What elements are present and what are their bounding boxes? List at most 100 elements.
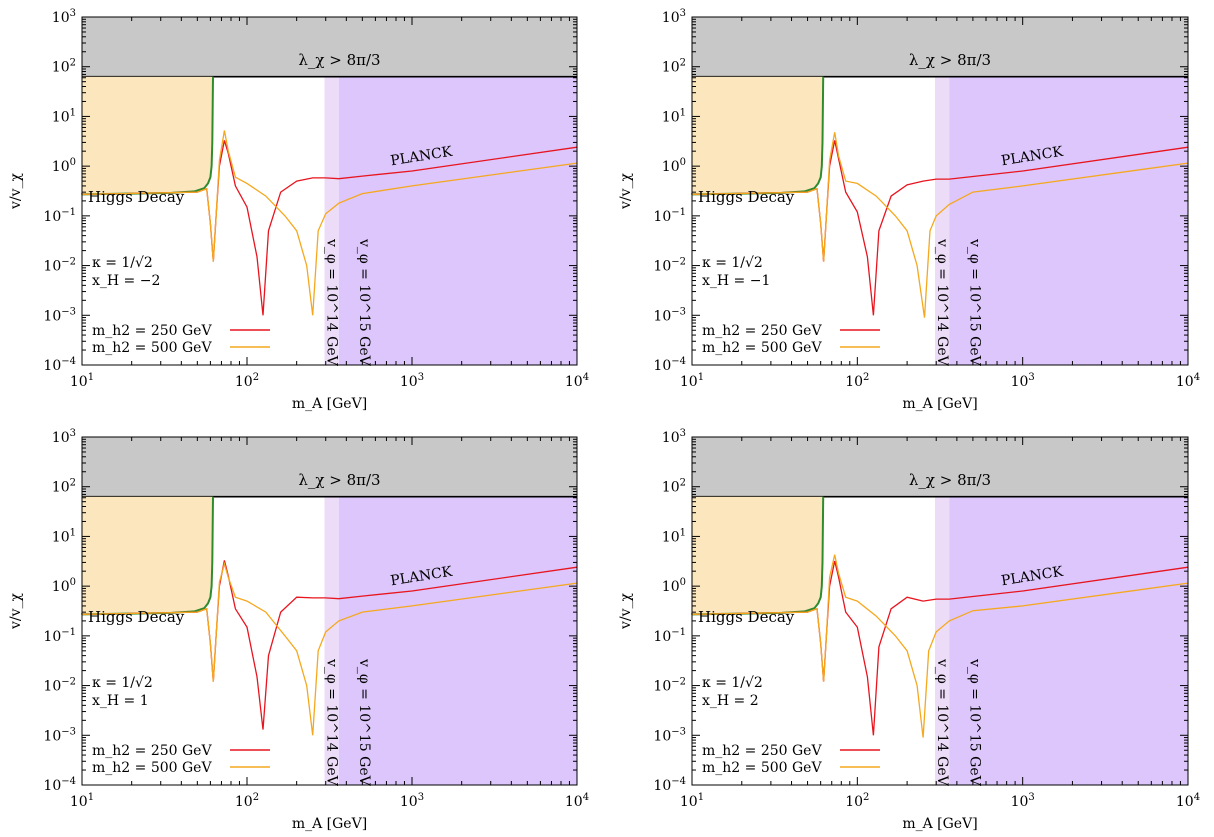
- higgs-decay-region: [692, 496, 824, 615]
- y-tick-label: 102: [662, 478, 686, 496]
- vphi-1e15-label: v_φ = 10^15 GeV: [356, 238, 372, 367]
- higgs-decay-region: [82, 496, 213, 615]
- x-tick-label: 101: [680, 792, 704, 810]
- kappa-label: κ = 1/√2: [92, 675, 153, 691]
- vphi-1e15-region: [949, 496, 1188, 785]
- plot-frame: [691, 436, 1189, 786]
- kappa-label: κ = 1/√2: [92, 255, 153, 271]
- x-axis-label: m_A [GeV]: [902, 396, 977, 412]
- chart-panel-2: 101 102 103 104 10−4 10−3 10−2 10−1 100 101 102 103…: [618, 8, 1200, 412]
- y-tick-label: 102: [52, 478, 76, 496]
- y-tick-label: 10−2: [653, 677, 686, 695]
- x-tick-label: 103: [400, 792, 424, 810]
- y-tick-label: 101: [52, 107, 76, 125]
- kappa-label: κ = 1/√2: [702, 255, 763, 271]
- perturbativity-label: λ_χ > 8π/3: [909, 471, 991, 489]
- series-line-500: [81, 130, 578, 316]
- y-tick-label: 10−3: [653, 306, 686, 324]
- xh-label: x_H = 2: [702, 693, 759, 709]
- y-tick-label: 103: [52, 428, 76, 446]
- legend-label-500: m_h2 = 500 GeV: [92, 760, 212, 776]
- y-tick-label: 100: [662, 577, 686, 595]
- plot-frame: [691, 16, 1189, 366]
- vphi-1e15-region: [338, 496, 577, 785]
- x-axis-label: m_A [GeV]: [902, 816, 977, 832]
- y-axis-label: v/v_χ: [618, 172, 634, 210]
- x-tick-label: 104: [1176, 372, 1200, 390]
- vphi-1e14-label: v_φ = 10^14 GeV: [324, 658, 340, 787]
- x-tick-label: 103: [1011, 792, 1035, 810]
- vphi-1e15-region: [949, 76, 1188, 365]
- y-tick-label: 102: [662, 58, 686, 76]
- legend-label-250: m_h2 = 250 GeV: [702, 743, 822, 759]
- perturbativity-region: [692, 437, 1188, 497]
- y-tick-label: 10−2: [653, 257, 686, 275]
- plot-frame: [81, 436, 578, 786]
- higgs-decay-label: Higgs Decay: [88, 188, 185, 206]
- y-axis-label: v/v_χ: [8, 592, 24, 630]
- perturbativity-label: λ_χ > 8π/3: [298, 471, 380, 489]
- x-tick-label: 103: [400, 372, 424, 390]
- x-tick-label: 104: [1176, 792, 1200, 810]
- x-tick-label: 102: [235, 372, 259, 390]
- x-axis-label: m_A [GeV]: [292, 396, 367, 412]
- series-line-500: [691, 132, 1189, 318]
- y-tick-label: 10−1: [653, 627, 686, 645]
- y-tick-label: 10−1: [43, 627, 76, 645]
- series-line-500: [691, 554, 1189, 738]
- x-axis-label: m_A [GeV]: [292, 816, 367, 832]
- legend-label-250: m_h2 = 250 GeV: [92, 323, 212, 339]
- perturbativity-region: [82, 437, 577, 497]
- y-axis-label: v/v_χ: [618, 592, 634, 630]
- x-tick-label: 104: [565, 372, 589, 390]
- perturbativity-label: λ_χ > 8π/3: [909, 51, 991, 69]
- plot-frame: [81, 16, 578, 366]
- y-tick-label: 103: [52, 8, 76, 26]
- legend-label-500: m_h2 = 500 GeV: [702, 340, 822, 356]
- y-tick-label: 10−4: [653, 356, 686, 374]
- vphi-1e14-region: [324, 496, 339, 785]
- xh-label: x_H = −1: [702, 273, 770, 289]
- perturbativity-label: λ_χ > 8π/3: [298, 51, 380, 69]
- y-tick-label: 101: [662, 527, 686, 545]
- vphi-1e14-label: v_φ = 10^14 GeV: [934, 238, 950, 367]
- y-tick-label: 10−4: [43, 776, 76, 794]
- x-tick-label: 103: [1011, 372, 1035, 390]
- vphi-1e14-label: v_φ = 10^14 GeV: [324, 238, 340, 367]
- higgs-decay-region: [82, 76, 213, 195]
- perturbativity-region: [82, 17, 577, 77]
- y-tick-label: 10−2: [43, 257, 76, 275]
- vphi-1e14-label: v_φ = 10^14 GeV: [934, 658, 950, 787]
- x-tick-label: 102: [845, 372, 869, 390]
- chart-panel-3: 101 102 103 104 10−4 10−3 10−2 10−1 100 101 102 103…: [8, 428, 589, 832]
- vphi-1e15-region: [338, 76, 577, 365]
- y-tick-label: 10−3: [653, 726, 686, 744]
- y-tick-label: 10−1: [43, 207, 76, 225]
- higgs-decay-label: Higgs Decay: [698, 608, 795, 626]
- y-tick-label: 100: [52, 577, 76, 595]
- y-tick-label: 103: [662, 428, 686, 446]
- y-tick-label: 102: [52, 58, 76, 76]
- vphi-1e15-label: v_φ = 10^15 GeV: [967, 238, 983, 367]
- higgs-decay-region: [692, 76, 824, 195]
- vphi-1e14-region: [935, 496, 950, 785]
- y-tick-label: 100: [662, 157, 686, 175]
- legend-label-250: m_h2 = 250 GeV: [702, 323, 822, 339]
- legend-label-250: m_h2 = 250 GeV: [92, 743, 212, 759]
- vphi-1e14-region: [324, 76, 339, 365]
- x-tick-label: 101: [70, 792, 94, 810]
- vphi-1e14-region: [935, 76, 950, 365]
- x-tick-label: 101: [680, 372, 704, 390]
- xh-label: x_H = −2: [92, 273, 160, 289]
- x-tick-label: 102: [845, 792, 869, 810]
- vphi-1e15-label: v_φ = 10^15 GeV: [356, 658, 372, 787]
- y-tick-label: 10−3: [43, 726, 76, 744]
- higgs-decay-label: Higgs Decay: [88, 608, 185, 626]
- x-tick-label: 101: [70, 372, 94, 390]
- y-axis-label: v/v_χ: [8, 172, 24, 210]
- y-tick-label: 10−4: [43, 356, 76, 374]
- y-tick-label: 101: [52, 527, 76, 545]
- vphi-1e15-label: v_φ = 10^15 GeV: [967, 658, 983, 787]
- chart-panel-1: 101 102 103 104 10−4 10−3 10−2 10−1 100 101 102 103…: [8, 8, 589, 412]
